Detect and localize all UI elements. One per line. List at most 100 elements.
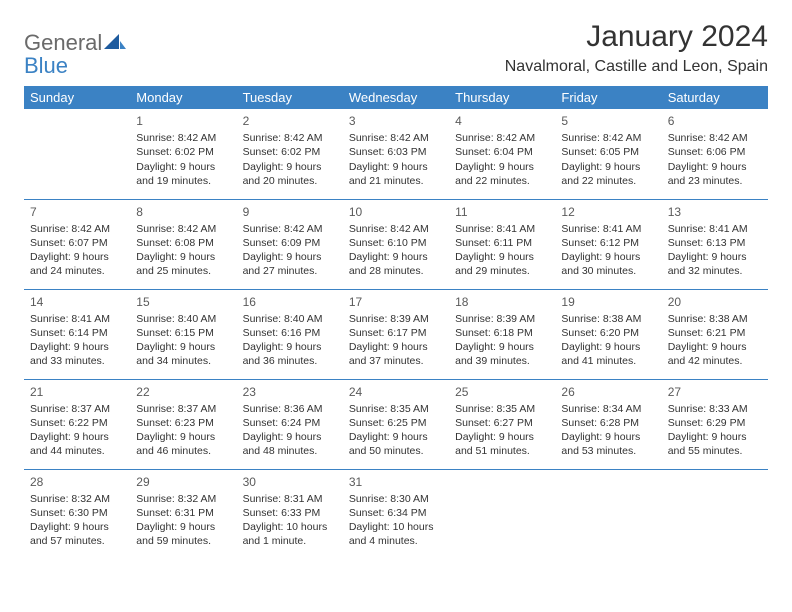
calendar-day-cell: 8Sunrise: 8:42 AMSunset: 6:08 PMDaylight… bbox=[130, 199, 236, 289]
location-subtitle: Navalmoral, Castille and Leon, Spain bbox=[505, 58, 768, 76]
calendar-day-cell: 28Sunrise: 8:32 AMSunset: 6:30 PMDayligh… bbox=[24, 469, 130, 559]
daylight-text: Daylight: 9 hours and 19 minutes. bbox=[136, 160, 230, 188]
calendar-day-cell: 3Sunrise: 8:42 AMSunset: 6:03 PMDaylight… bbox=[343, 109, 449, 199]
sunrise-text: Sunrise: 8:42 AM bbox=[349, 131, 443, 145]
sunrise-text: Sunrise: 8:41 AM bbox=[561, 222, 655, 236]
sunset-text: Sunset: 6:23 PM bbox=[136, 416, 230, 430]
daylight-text: Daylight: 9 hours and 48 minutes. bbox=[243, 430, 337, 458]
daylight-text: Daylight: 9 hours and 41 minutes. bbox=[561, 340, 655, 368]
daylight-text: Daylight: 9 hours and 20 minutes. bbox=[243, 160, 337, 188]
calendar-day-cell bbox=[449, 469, 555, 559]
daylight-text: Daylight: 9 hours and 33 minutes. bbox=[30, 340, 124, 368]
calendar-header-row: SundayMondayTuesdayWednesdayThursdayFrid… bbox=[24, 86, 768, 109]
calendar-week-row: 14Sunrise: 8:41 AMSunset: 6:14 PMDayligh… bbox=[24, 289, 768, 379]
sunset-text: Sunset: 6:25 PM bbox=[349, 416, 443, 430]
day-number: 8 bbox=[136, 204, 230, 220]
calendar-day-cell: 30Sunrise: 8:31 AMSunset: 6:33 PMDayligh… bbox=[237, 469, 343, 559]
sunrise-text: Sunrise: 8:39 AM bbox=[455, 312, 549, 326]
day-header: Saturday bbox=[662, 86, 768, 109]
daylight-text: Daylight: 9 hours and 59 minutes. bbox=[136, 520, 230, 548]
calendar-day-cell: 25Sunrise: 8:35 AMSunset: 6:27 PMDayligh… bbox=[449, 379, 555, 469]
day-number: 24 bbox=[349, 384, 443, 400]
calendar-day-cell: 11Sunrise: 8:41 AMSunset: 6:11 PMDayligh… bbox=[449, 199, 555, 289]
day-number: 6 bbox=[668, 113, 762, 129]
calendar-day-cell: 16Sunrise: 8:40 AMSunset: 6:16 PMDayligh… bbox=[237, 289, 343, 379]
day-number: 25 bbox=[455, 384, 549, 400]
calendar-day-cell: 29Sunrise: 8:32 AMSunset: 6:31 PMDayligh… bbox=[130, 469, 236, 559]
daylight-text: Daylight: 10 hours and 1 minute. bbox=[243, 520, 337, 548]
daylight-text: Daylight: 9 hours and 42 minutes. bbox=[668, 340, 762, 368]
calendar-day-cell: 20Sunrise: 8:38 AMSunset: 6:21 PMDayligh… bbox=[662, 289, 768, 379]
calendar-day-cell: 23Sunrise: 8:36 AMSunset: 6:24 PMDayligh… bbox=[237, 379, 343, 469]
calendar-day-cell: 9Sunrise: 8:42 AMSunset: 6:09 PMDaylight… bbox=[237, 199, 343, 289]
daylight-text: Daylight: 9 hours and 55 minutes. bbox=[668, 430, 762, 458]
sunrise-text: Sunrise: 8:42 AM bbox=[243, 222, 337, 236]
sunset-text: Sunset: 6:13 PM bbox=[668, 236, 762, 250]
sunrise-text: Sunrise: 8:42 AM bbox=[136, 131, 230, 145]
calendar-day-cell: 2Sunrise: 8:42 AMSunset: 6:02 PMDaylight… bbox=[237, 109, 343, 199]
daylight-text: Daylight: 9 hours and 27 minutes. bbox=[243, 250, 337, 278]
sunrise-text: Sunrise: 8:34 AM bbox=[561, 402, 655, 416]
day-number: 17 bbox=[349, 294, 443, 310]
sunrise-text: Sunrise: 8:37 AM bbox=[30, 402, 124, 416]
day-number: 2 bbox=[243, 113, 337, 129]
day-number: 18 bbox=[455, 294, 549, 310]
daylight-text: Daylight: 9 hours and 36 minutes. bbox=[243, 340, 337, 368]
calendar-day-cell: 13Sunrise: 8:41 AMSunset: 6:13 PMDayligh… bbox=[662, 199, 768, 289]
calendar-week-row: 7Sunrise: 8:42 AMSunset: 6:07 PMDaylight… bbox=[24, 199, 768, 289]
daylight-text: Daylight: 9 hours and 39 minutes. bbox=[455, 340, 549, 368]
day-number: 10 bbox=[349, 204, 443, 220]
sunrise-text: Sunrise: 8:31 AM bbox=[243, 492, 337, 506]
daylight-text: Daylight: 9 hours and 25 minutes. bbox=[136, 250, 230, 278]
day-header: Tuesday bbox=[237, 86, 343, 109]
daylight-text: Daylight: 9 hours and 37 minutes. bbox=[349, 340, 443, 368]
calendar-day-cell: 12Sunrise: 8:41 AMSunset: 6:12 PMDayligh… bbox=[555, 199, 661, 289]
day-header: Thursday bbox=[449, 86, 555, 109]
sunrise-text: Sunrise: 8:42 AM bbox=[243, 131, 337, 145]
sunset-text: Sunset: 6:15 PM bbox=[136, 326, 230, 340]
sunset-text: Sunset: 6:06 PM bbox=[668, 145, 762, 159]
day-number: 11 bbox=[455, 204, 549, 220]
day-number: 28 bbox=[30, 474, 124, 490]
day-number: 19 bbox=[561, 294, 655, 310]
day-number: 27 bbox=[668, 384, 762, 400]
daylight-text: Daylight: 9 hours and 28 minutes. bbox=[349, 250, 443, 278]
day-header: Friday bbox=[555, 86, 661, 109]
day-number: 5 bbox=[561, 113, 655, 129]
calendar-day-cell: 15Sunrise: 8:40 AMSunset: 6:15 PMDayligh… bbox=[130, 289, 236, 379]
sunset-text: Sunset: 6:27 PM bbox=[455, 416, 549, 430]
daylight-text: Daylight: 9 hours and 23 minutes. bbox=[668, 160, 762, 188]
sunrise-text: Sunrise: 8:36 AM bbox=[243, 402, 337, 416]
sunset-text: Sunset: 6:30 PM bbox=[30, 506, 124, 520]
sunset-text: Sunset: 6:22 PM bbox=[30, 416, 124, 430]
daylight-text: Daylight: 9 hours and 46 minutes. bbox=[136, 430, 230, 458]
calendar-day-cell bbox=[555, 469, 661, 559]
sunset-text: Sunset: 6:16 PM bbox=[243, 326, 337, 340]
sunset-text: Sunset: 6:09 PM bbox=[243, 236, 337, 250]
day-number: 26 bbox=[561, 384, 655, 400]
logo-sail-icon bbox=[104, 32, 126, 55]
day-header: Sunday bbox=[24, 86, 130, 109]
sunset-text: Sunset: 6:17 PM bbox=[349, 326, 443, 340]
daylight-text: Daylight: 10 hours and 4 minutes. bbox=[349, 520, 443, 548]
daylight-text: Daylight: 9 hours and 29 minutes. bbox=[455, 250, 549, 278]
sunset-text: Sunset: 6:29 PM bbox=[668, 416, 762, 430]
sunrise-text: Sunrise: 8:35 AM bbox=[349, 402, 443, 416]
day-number: 1 bbox=[136, 113, 230, 129]
sunrise-text: Sunrise: 8:42 AM bbox=[30, 222, 124, 236]
header: General Blue January 2024 Navalmoral, Ca… bbox=[24, 20, 768, 78]
sunset-text: Sunset: 6:18 PM bbox=[455, 326, 549, 340]
calendar-day-cell: 24Sunrise: 8:35 AMSunset: 6:25 PMDayligh… bbox=[343, 379, 449, 469]
day-number: 21 bbox=[30, 384, 124, 400]
daylight-text: Daylight: 9 hours and 30 minutes. bbox=[561, 250, 655, 278]
daylight-text: Daylight: 9 hours and 57 minutes. bbox=[30, 520, 124, 548]
calendar-day-cell: 31Sunrise: 8:30 AMSunset: 6:34 PMDayligh… bbox=[343, 469, 449, 559]
day-number: 13 bbox=[668, 204, 762, 220]
sunrise-text: Sunrise: 8:30 AM bbox=[349, 492, 443, 506]
sunrise-text: Sunrise: 8:37 AM bbox=[136, 402, 230, 416]
sunrise-text: Sunrise: 8:40 AM bbox=[136, 312, 230, 326]
page-title: January 2024 bbox=[505, 20, 768, 54]
sunset-text: Sunset: 6:02 PM bbox=[136, 145, 230, 159]
sunset-text: Sunset: 6:07 PM bbox=[30, 236, 124, 250]
daylight-text: Daylight: 9 hours and 51 minutes. bbox=[455, 430, 549, 458]
